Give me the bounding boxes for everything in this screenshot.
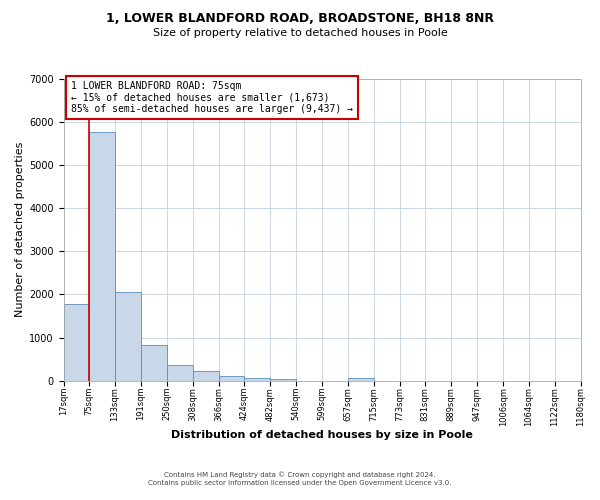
Bar	[348, 378, 374, 380]
Text: Contains HM Land Registry data © Crown copyright and database right 2024.: Contains HM Land Registry data © Crown c…	[164, 471, 436, 478]
Bar	[193, 372, 218, 380]
Text: 1 LOWER BLANDFORD ROAD: 75sqm
← 15% of detached houses are smaller (1,673)
85% o: 1 LOWER BLANDFORD ROAD: 75sqm ← 15% of d…	[71, 80, 353, 114]
Bar	[141, 346, 167, 380]
Bar	[64, 304, 89, 380]
Y-axis label: Number of detached properties: Number of detached properties	[15, 142, 25, 318]
Bar	[115, 292, 141, 380]
Text: 1, LOWER BLANDFORD ROAD, BROADSTONE, BH18 8NR: 1, LOWER BLANDFORD ROAD, BROADSTONE, BH1…	[106, 12, 494, 26]
Bar	[89, 132, 115, 380]
Bar	[167, 364, 193, 380]
Bar	[218, 376, 244, 380]
Text: Size of property relative to detached houses in Poole: Size of property relative to detached ho…	[152, 28, 448, 38]
X-axis label: Distribution of detached houses by size in Poole: Distribution of detached houses by size …	[171, 430, 473, 440]
Text: Contains public sector information licensed under the Open Government Licence v3: Contains public sector information licen…	[148, 480, 452, 486]
Bar	[244, 378, 270, 380]
